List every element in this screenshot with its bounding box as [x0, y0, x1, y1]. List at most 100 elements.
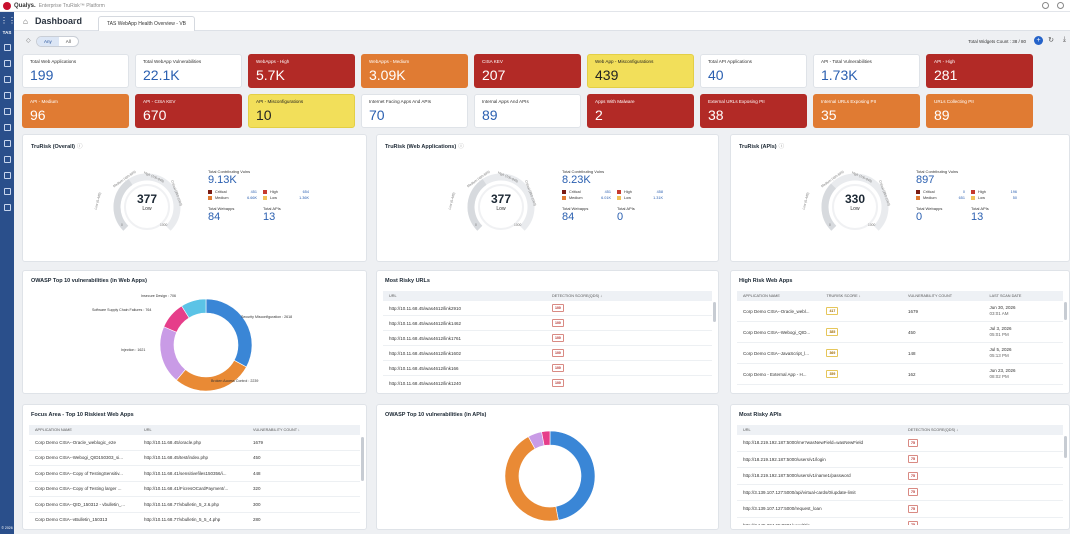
seg-any[interactable]: Any	[37, 37, 59, 46]
stat-card[interactable]: API - CISA KEV 670	[135, 94, 242, 128]
sidebar-item-search-icon[interactable]	[3, 156, 11, 163]
sidebar-item-scans-icon[interactable]	[3, 92, 11, 99]
table-row[interactable]: http://18.219.192.187:5000/me?wasNewFiel…	[737, 435, 1063, 452]
stat-card[interactable]: Total WebApp Vulnerabilities 22.1K	[135, 54, 242, 88]
trurisk-cell: 359	[820, 370, 902, 378]
table-row[interactable]: Corp Demo CISA--Oracle_weblogic_e2e http:…	[29, 435, 360, 451]
sidebar-item-risk-icon[interactable]	[3, 140, 11, 147]
stat-card[interactable]: External URLs Exposing PII 38	[700, 94, 807, 128]
donut-slice[interactable]	[181, 299, 207, 319]
stat-card[interactable]: URLs Collecting PII 89	[926, 94, 1033, 128]
app-grid-icon[interactable]: ⋮⋮	[0, 16, 16, 25]
sidebar-item-users-icon[interactable]	[3, 188, 11, 195]
seg-all[interactable]: All	[65, 39, 71, 44]
webapps-value[interactable]: 0	[916, 211, 923, 223]
sidebar-item-inventory-icon[interactable]	[3, 76, 11, 83]
score-badge: 369	[826, 349, 839, 357]
scrollbar[interactable]	[1064, 436, 1067, 458]
table-row[interactable]: http://18.219.192.187:5000/users/v1/logi…	[737, 452, 1063, 468]
webapps-value[interactable]: 84	[208, 211, 221, 223]
scrollbar[interactable]	[713, 302, 716, 322]
stat-card[interactable]: API - Misconfigurations 10	[248, 94, 355, 128]
donut-slice[interactable]	[205, 299, 252, 368]
table-row[interactable]: http://10.11.68.45/was4612/link1462 100	[383, 316, 712, 331]
stat-card[interactable]: API - High 281	[926, 54, 1033, 88]
gauge-inner	[124, 184, 170, 230]
stat-card[interactable]: Total API Applications 40	[700, 54, 807, 88]
table-row[interactable]: http://10.11.68.45/was4612/link1761 100	[383, 331, 712, 346]
tab-dashboard[interactable]: TAS WebApp Health Overview - VB	[98, 16, 196, 31]
table-row[interactable]: Corp Demo CISA--Webogi_QID150303_si... ht…	[29, 451, 360, 466]
stat-card-label: External URLs Exposing PII	[708, 99, 765, 104]
help-icon[interactable]	[1042, 2, 1049, 9]
col-url[interactable]: URL	[144, 428, 152, 432]
stat-card[interactable]: WebApps - Medium 3.09K	[361, 54, 468, 88]
donut-slice[interactable]	[176, 359, 247, 391]
table-row[interactable]: http://10.11.68.45/was4612/link1602 100	[383, 346, 712, 361]
donut-slice[interactable]	[505, 436, 559, 521]
sidebar-item-dashboard-icon[interactable]	[3, 44, 11, 51]
sidebar-item-docs-icon[interactable]	[3, 172, 11, 179]
sidebar-item-reports-icon[interactable]	[3, 108, 11, 115]
apis-value[interactable]: 0	[617, 211, 624, 223]
table-row[interactable]: http://3.139.107.127:5000/request_loan 75	[737, 501, 1063, 518]
table-row[interactable]: Corp Demo CISA--Copy of TestingSensitiv.…	[29, 466, 360, 482]
stat-card[interactable]: WebApps - High 5.7K	[248, 54, 355, 88]
apis-value[interactable]: 13	[263, 211, 276, 223]
table-row[interactable]: http://3.139.107.127:5000/api/virtual-ca…	[737, 485, 1063, 501]
donut-slice[interactable]	[160, 326, 186, 381]
chevron-down-icon[interactable]: ▾	[73, 18, 77, 24]
col-trurisk[interactable]: TRURISK SCORE ↓	[826, 294, 861, 298]
donut-slice[interactable]	[541, 431, 551, 446]
table-row[interactable]: Corp Demo CISA--QID_150312 - vbulletin_.…	[29, 497, 360, 513]
stat-card[interactable]: API - Medium 96	[22, 94, 129, 128]
col-url[interactable]: URL	[389, 294, 397, 298]
col-qds[interactable]: DETECTION SCORE(QDS) ↓	[552, 294, 603, 298]
add-widget-button[interactable]: +	[1034, 36, 1043, 45]
col-qds[interactable]: DETECTION SCORE(QDS) ↓	[908, 428, 959, 432]
table-row[interactable]: Corp Demo CISA--Oracle_webl... 417 1679 Jun…	[737, 301, 1063, 322]
stat-card[interactable]: API - Total Vulnerabilities 1.73K	[813, 54, 920, 88]
stat-card[interactable]: Total Web Applications 199	[22, 54, 129, 88]
donut-slice[interactable]	[549, 431, 595, 521]
info-icon[interactable]: ⓘ	[77, 144, 83, 150]
webapps-value[interactable]: 84	[562, 211, 575, 223]
col-vuln-count[interactable]: VULNERABILITY COUNT ↓	[253, 428, 300, 432]
tag-match-toggle[interactable]: Any All	[36, 36, 79, 47]
stat-card[interactable]: Apps With Malware 2	[587, 94, 694, 128]
table-row[interactable]: Corp Demo CISA--Webogi_QID... 385 450 Jul 3…	[737, 322, 1063, 343]
table-row[interactable]: http://10.11.68.45/was4612/link166 100	[383, 361, 712, 376]
stat-card[interactable]: Internet Facing Apps And APIs 70	[361, 94, 468, 128]
sidebar-item-home-icon[interactable]	[3, 60, 11, 67]
col-app-name[interactable]: APPLICATION NAME	[743, 294, 780, 298]
scrollbar[interactable]	[361, 437, 364, 481]
apis-value[interactable]: 13	[971, 211, 984, 223]
home-icon[interactable]: ⌂	[23, 17, 28, 26]
info-icon[interactable]: ⓘ	[778, 144, 785, 150]
stat-card[interactable]: Internal Apps And APIs 89	[474, 94, 581, 128]
col-last-scan[interactable]: LAST SCAN DATE	[989, 294, 1022, 298]
col-vuln-count[interactable]: VULNERABILITY COUNT	[907, 294, 953, 298]
stat-card[interactable]: CISA KEV 207	[474, 54, 581, 88]
table-row[interactable]: http://18.219.192.187:5000/users/v1/name…	[737, 468, 1063, 485]
page-title[interactable]: Dashboard	[35, 16, 83, 26]
stat-card[interactable]: Internal URLs Exposing PII 35	[813, 94, 920, 128]
download-icon[interactable]: ⤓	[1062, 36, 1066, 43]
table-row[interactable]: Corp Demo CISA--Copy of Testing larger .…	[29, 482, 360, 497]
col-url[interactable]: URL	[743, 428, 751, 432]
table-row[interactable]: Corp Demo - External App - H... 359 162 Jun…	[737, 364, 1063, 385]
sidebar-item-detections-icon[interactable]	[3, 124, 11, 131]
stat-card[interactable]: Web App - Misconfigurations 439	[587, 54, 694, 88]
sidebar-item-settings-icon[interactable]	[3, 204, 11, 211]
table-row[interactable]: http://3.145.204.65:8001/user/title 75	[737, 518, 1063, 525]
notifications-icon[interactable]	[1057, 2, 1064, 9]
table-row[interactable]: Corp Demo CISA--vBulletin_150313 http://1…	[29, 513, 360, 526]
tag-icon[interactable]: ◇	[26, 38, 31, 44]
table-row[interactable]: http://10.11.68.45/was4612/link2910 100	[383, 301, 712, 316]
scrollbar[interactable]	[1064, 302, 1067, 320]
table-row[interactable]: http://10.11.68.45/was4612/link1240 100	[383, 376, 712, 389]
table-row[interactable]: Corp Demo CISA--JavaScript_l... 369 148 Jul…	[737, 343, 1063, 364]
info-icon[interactable]: ⓘ	[458, 144, 464, 150]
refresh-icon[interactable]: ↻	[1048, 37, 1054, 44]
col-app-name[interactable]: APPLICATION NAME	[35, 428, 72, 432]
